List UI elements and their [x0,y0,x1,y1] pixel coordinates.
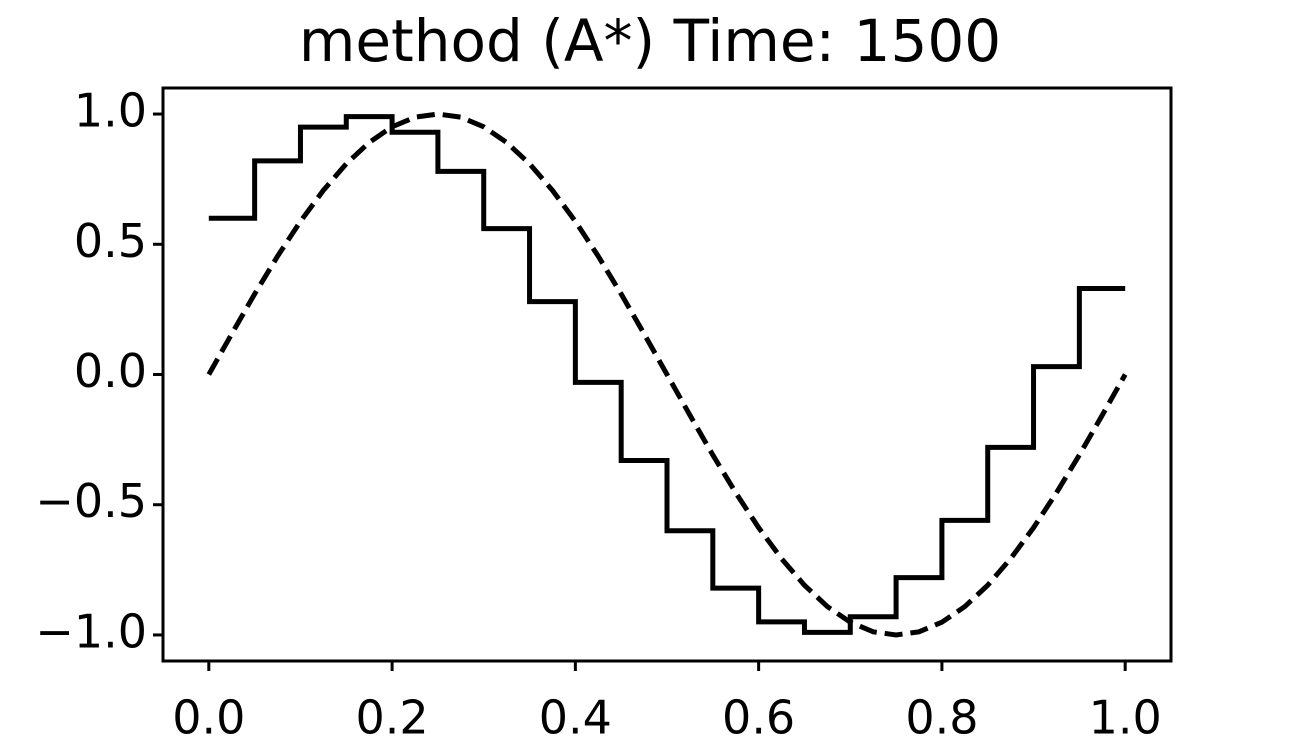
x-tick-label: 1.0 [1089,691,1162,744]
x-tick-label: 0.6 [722,691,795,744]
axes-frame [161,86,1173,663]
x-tick-label: 0.8 [905,691,978,744]
y-tick-label: 1.0 [74,84,147,138]
y-tick-label: 0.5 [74,214,147,268]
y-tick-label: −1.0 [35,604,147,658]
x-tick-label: 0.2 [356,691,429,744]
x-tick-label: 0.0 [172,691,245,744]
x-tick-label: 0.4 [539,691,612,744]
y-tick-label: 0.0 [74,344,147,398]
y-tick-label: −0.5 [35,474,147,528]
chart-title: method (A*) Time: 1500 [299,7,1001,75]
series-line [208,114,1126,635]
series-line [206,111,1128,638]
